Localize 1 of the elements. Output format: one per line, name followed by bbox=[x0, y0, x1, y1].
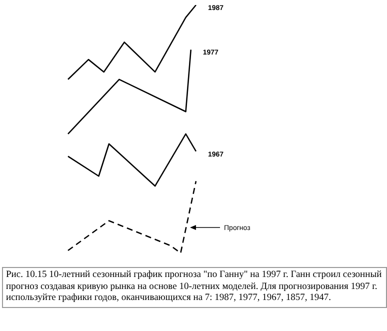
text: Рис. 10.15 10-летний сезонный график прогноза "по Ганну" на 1997 г. Ганн строил сезонный прогноз создавая кривую рынка на основе 10-летних моделей. Для прогнозирования 1997 г. используйте графики годов, оканчивающихся на 7: 1987, 1977, 1967, 1857, 1947. bbox=[2, 267, 387, 308]
